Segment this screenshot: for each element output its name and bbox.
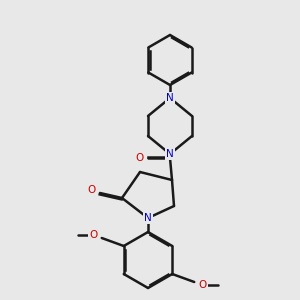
Text: O: O bbox=[199, 280, 207, 290]
Text: O: O bbox=[87, 185, 95, 195]
Text: O: O bbox=[89, 230, 98, 240]
Text: N: N bbox=[166, 93, 174, 103]
Text: N: N bbox=[166, 149, 174, 159]
Text: O: O bbox=[135, 153, 143, 163]
Text: N: N bbox=[144, 213, 152, 223]
